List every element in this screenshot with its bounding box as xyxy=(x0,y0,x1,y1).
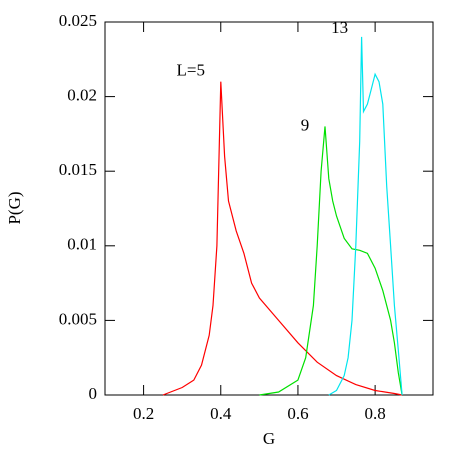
series-label: L=5 xyxy=(177,61,205,80)
y-tick-label: 0.005 xyxy=(59,309,97,328)
x-tick-label: 0.8 xyxy=(364,404,385,423)
y-tick-label: 0.02 xyxy=(67,86,97,105)
y-tick-label: 0.01 xyxy=(67,235,97,254)
plot-frame xyxy=(104,21,434,396)
x-tick-label: 0.2 xyxy=(133,404,154,423)
series-line xyxy=(328,36,403,396)
x-tick-label: 0.6 xyxy=(287,404,308,423)
series-line xyxy=(259,126,403,396)
series-line xyxy=(162,81,403,396)
y-tick-label: 0.025 xyxy=(59,11,97,30)
y-tick-label: 0 xyxy=(89,384,98,403)
series-label: 9 xyxy=(301,115,310,134)
series-label: 13 xyxy=(331,18,348,37)
x-axis-title: G xyxy=(263,429,275,448)
y-axis-title: P(G) xyxy=(5,191,24,224)
x-tick-label: 0.4 xyxy=(210,404,232,423)
y-tick-label: 0.015 xyxy=(59,160,97,179)
